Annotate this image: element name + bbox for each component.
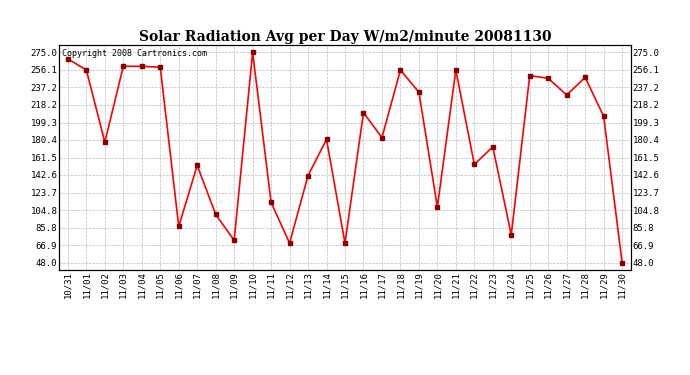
Text: Copyright 2008 Cartronics.com: Copyright 2008 Cartronics.com [61,50,206,58]
Title: Solar Radiation Avg per Day W/m2/minute 20081130: Solar Radiation Avg per Day W/m2/minute … [139,30,551,44]
